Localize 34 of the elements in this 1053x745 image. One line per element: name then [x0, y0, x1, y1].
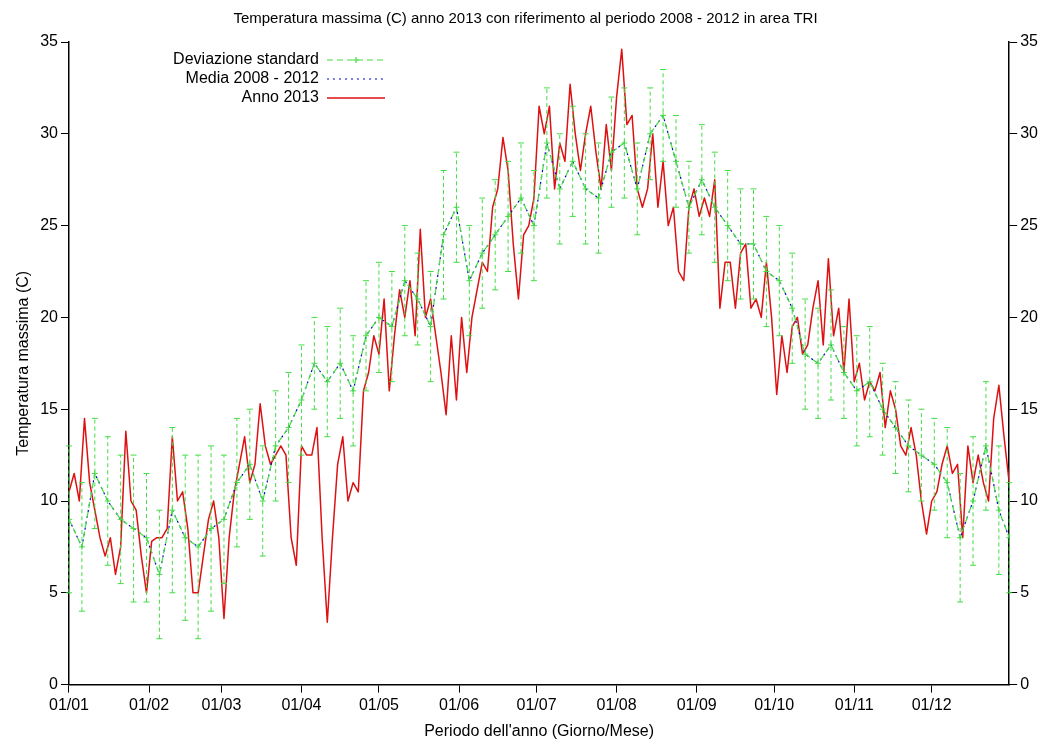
x-tick-label: 01/12 [911, 695, 952, 713]
x-axis-title: Periodo dell'anno (Giorno/Mese) [424, 721, 655, 739]
x-tick-label: 01/03 [201, 695, 242, 713]
y2-tick-label: 35 [1020, 32, 1039, 50]
y2-tick-label: 25 [1020, 216, 1039, 234]
y-tick-label: 10 [40, 491, 59, 509]
y-tick-label: 30 [40, 124, 59, 142]
x-tick-label: 01/09 [676, 695, 717, 713]
x-tick-label: 01/02 [129, 695, 170, 713]
y-tick-label: 5 [49, 583, 59, 601]
chart-title: Temperatura massima (C) anno 2013 con riferimento al periodo 2008 - 2012 in area TRI [233, 9, 818, 27]
y2-tick-label: 30 [1020, 124, 1039, 142]
x-tick-label: 01/06 [439, 695, 480, 713]
x-tick-label: 01/01 [48, 695, 90, 713]
y-tick-label: 20 [40, 307, 59, 325]
x-tick-label: 01/08 [596, 695, 637, 713]
x-tick-label: 01/10 [754, 695, 795, 713]
y2-tick-label: 5 [1020, 583, 1030, 601]
x-tick-label: 01/07 [516, 695, 557, 713]
y-tick-label: 0 [49, 675, 59, 693]
y2-tick-label: 20 [1020, 307, 1039, 325]
legend-label: Deviazione standard [173, 50, 319, 68]
x-tick-label: 01/05 [358, 695, 400, 713]
y2-tick-label: 15 [1020, 399, 1039, 417]
legend-label: Anno 2013 [241, 88, 320, 106]
y2-tick-label: 0 [1020, 675, 1030, 693]
y-tick-label: 15 [40, 399, 59, 417]
legend-label: Media 2008 - 2012 [185, 69, 320, 87]
y-axis-title: Temperatura massima (C) [14, 270, 32, 456]
y2-tick-label: 10 [1020, 491, 1039, 509]
x-tick-label: 01/11 [834, 695, 874, 713]
x-tick-label: 01/04 [281, 695, 322, 713]
y-tick-label: 25 [40, 216, 59, 234]
y-tick-label: 35 [40, 32, 59, 50]
